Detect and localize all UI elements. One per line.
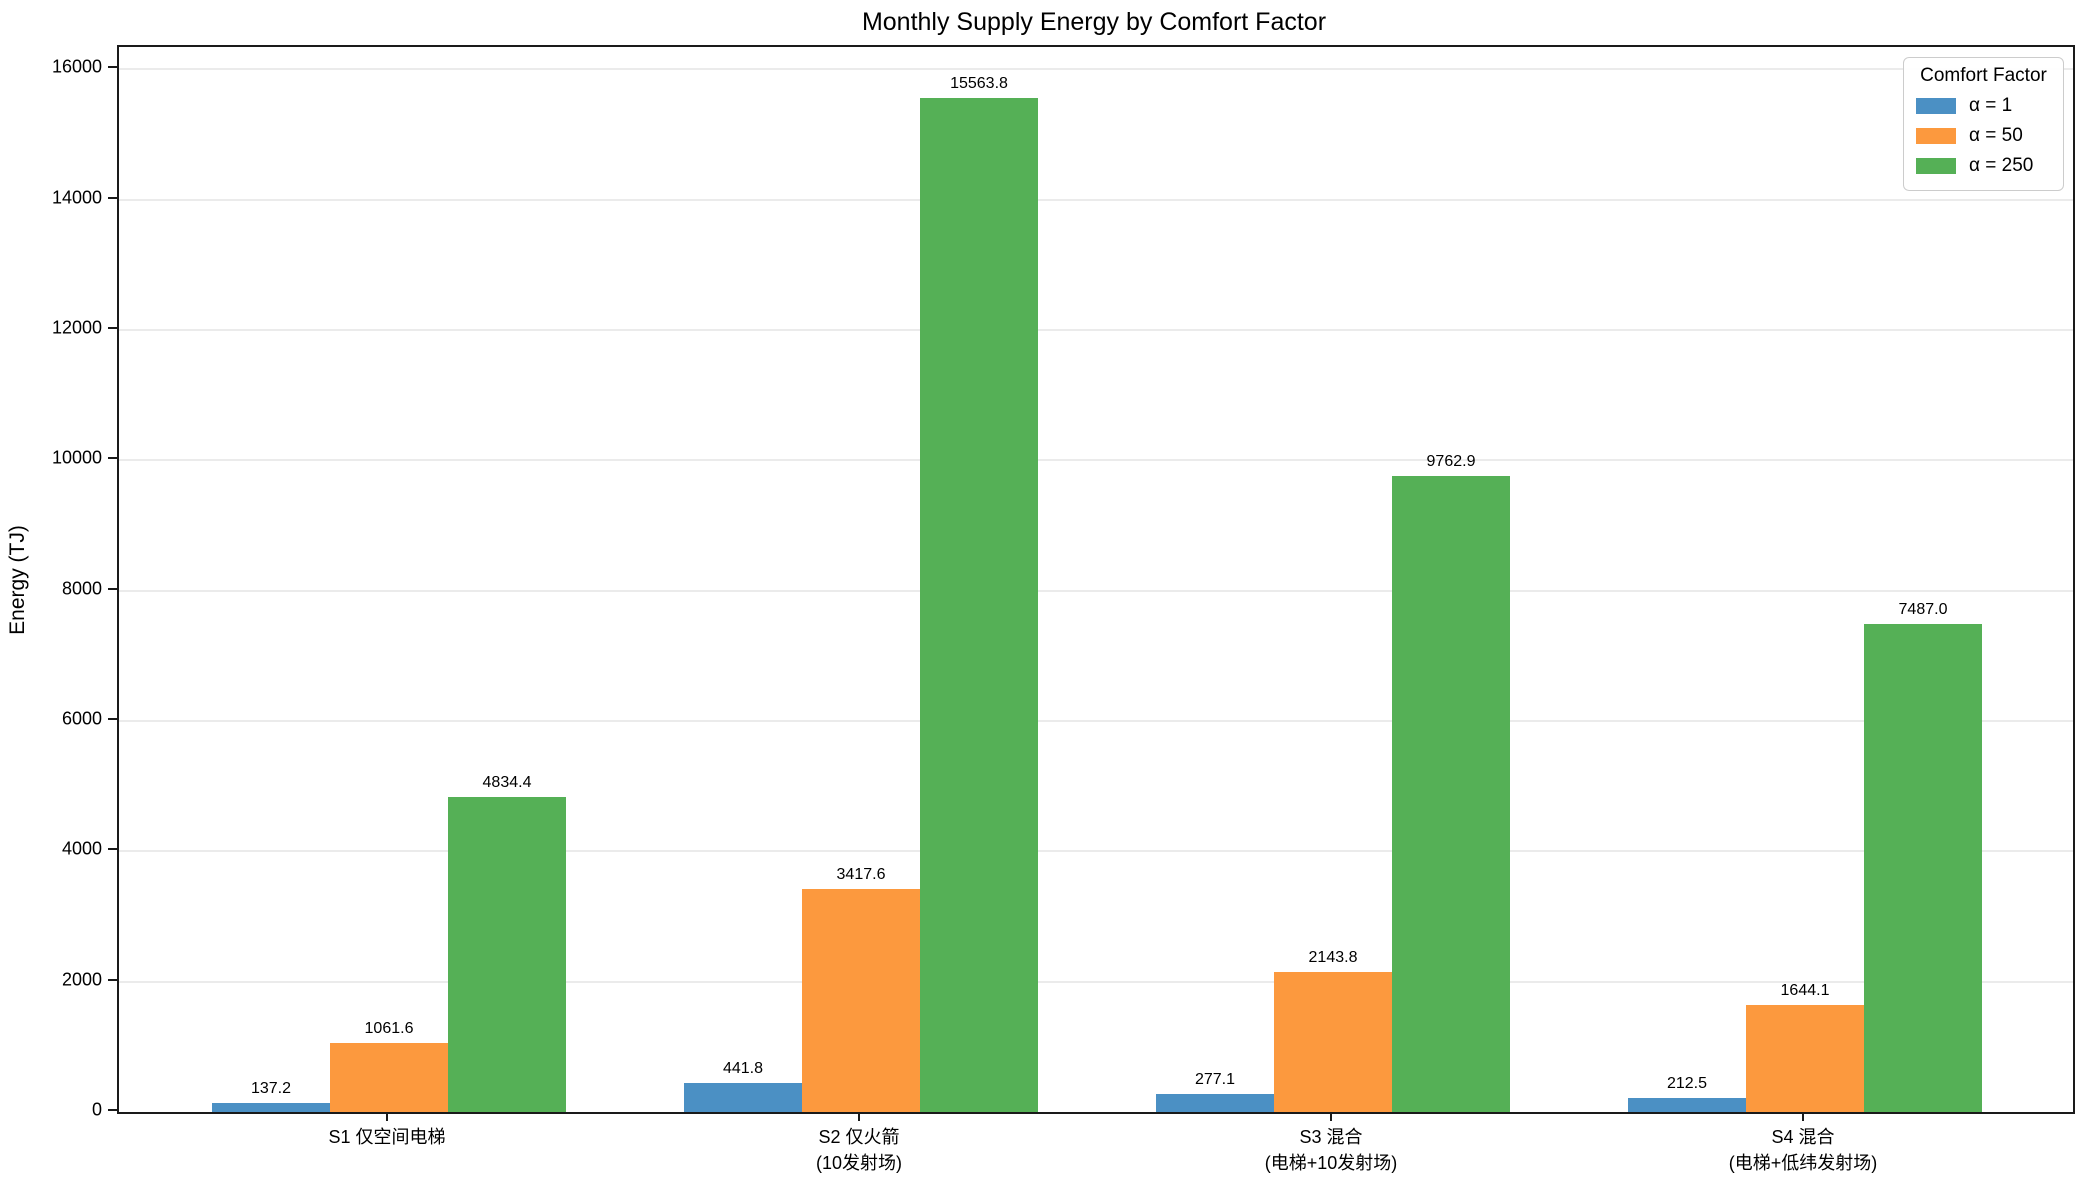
bar-group4-α=1 [1628,1098,1746,1112]
bar-value-label: 441.8 [722,1060,764,1077]
bar-value-label: 1061.6 [364,1020,414,1037]
chart-title: Monthly Supply Energy by Comfort Factor [861,8,1327,36]
gridline-12000 [119,328,2073,331]
bar-group4-α=50 [1746,1005,1864,1112]
bar-value-label: 1644.1 [1780,982,1830,999]
bar-value-label: 137.2 [250,1080,292,1097]
y-tick-mark-14000 [108,196,117,199]
plot-area: 137.2 441.8 277.1 212.5 1061.6 3417.6 2143.8 16… [117,45,2075,1114]
legend-title: Comfort Factor [1920,65,2047,86]
y-tick-mark-4000 [108,848,117,851]
y-tick-label-0: 0 [91,1099,102,1120]
y-tick-label-6000: 6000 [61,708,102,729]
legend: Comfort Factor α = 1 α = 50 α = 250 [1903,57,2064,191]
y-tick-mark-6000 [108,717,117,720]
y-tick-mark-16000 [108,66,117,69]
legend-entry-1: α = 1 [1916,91,2051,121]
bar-group1-α=50 [330,1043,448,1112]
legend-rows: α = 1 α = 50 α = 250 [1916,91,2051,181]
gridline-4000 [119,850,2073,853]
bar-group2-α=250 [920,98,1038,1112]
x-tick-label-4: S4 混合 (电梯+低纬发射场) [1728,1127,1878,1173]
y-tick-label-8000: 8000 [61,578,102,599]
legend-entry-2: α = 50 [1916,121,2051,151]
gridline-10000 [119,459,2073,462]
bar-group2-α=1 [684,1083,802,1112]
x-tick-label-3: S3 混合 (电梯+10发射场) [1264,1127,1398,1173]
gridline-8000 [119,589,2073,592]
bar-group4-α=250 [1864,624,1982,1112]
y-tick-mark-12000 [108,326,117,329]
bar-value-label: 2143.8 [1308,949,1358,966]
bar-value-label: 7487.0 [1898,601,1948,618]
x-tick-mark-4 [1802,1112,1804,1121]
bar-group3-α=50 [1274,972,1392,1112]
x-tick-label-1: S1 仅空间电梯 [328,1127,446,1147]
legend-swatch-icon [1916,98,1956,114]
gridline-14000 [119,198,2073,201]
legend-entry-label: α = 250 [1969,155,2034,176]
x-tick-label-2: S2 仅火箭 (10发射场) [815,1127,903,1173]
y-tick-mark-8000 [108,587,117,590]
bar-group1-α=250 [448,797,566,1112]
legend-swatch-icon [1916,128,1956,144]
x-tick-mark-1 [386,1112,388,1121]
bar-value-label: 9762.9 [1426,453,1476,470]
gridline-6000 [119,719,2073,722]
bar-value-label: 212.5 [1666,1075,1708,1092]
bar-group3-α=1 [1156,1094,1274,1112]
bar-value-label: 4834.4 [482,774,532,791]
x-tick-mark-2 [858,1112,860,1121]
bar-group1-α=1 [212,1103,330,1112]
y-tick-mark-0 [108,1109,117,1111]
legend-entry-3: α = 250 [1916,151,2051,181]
bar-value-label: 3417.6 [836,866,886,883]
bar-group2-α=50 [802,889,920,1112]
x-tick-mark-3 [1330,1112,1332,1121]
legend-swatch-icon [1916,158,1956,174]
y-tick-mark-10000 [108,457,117,460]
y-tick-label-14000: 14000 [51,187,102,208]
y-tick-label-12000: 12000 [51,317,102,338]
y-tick-label-2000: 2000 [61,969,102,990]
legend-entry-label: α = 50 [1969,125,2023,146]
bar-value-label: 277.1 [1194,1071,1236,1088]
bar-group3-α=250 [1392,476,1510,1112]
legend-entry-label: α = 1 [1969,95,2013,116]
y-tick-mark-2000 [108,978,117,981]
gridline-16000 [119,68,2073,71]
y-tick-label-16000: 16000 [51,56,102,77]
y-tick-label-10000: 10000 [51,447,102,468]
gridline-2000 [119,980,2073,983]
y-tick-label-4000: 4000 [61,838,102,859]
bar-value-label: 15563.8 [950,75,1008,92]
